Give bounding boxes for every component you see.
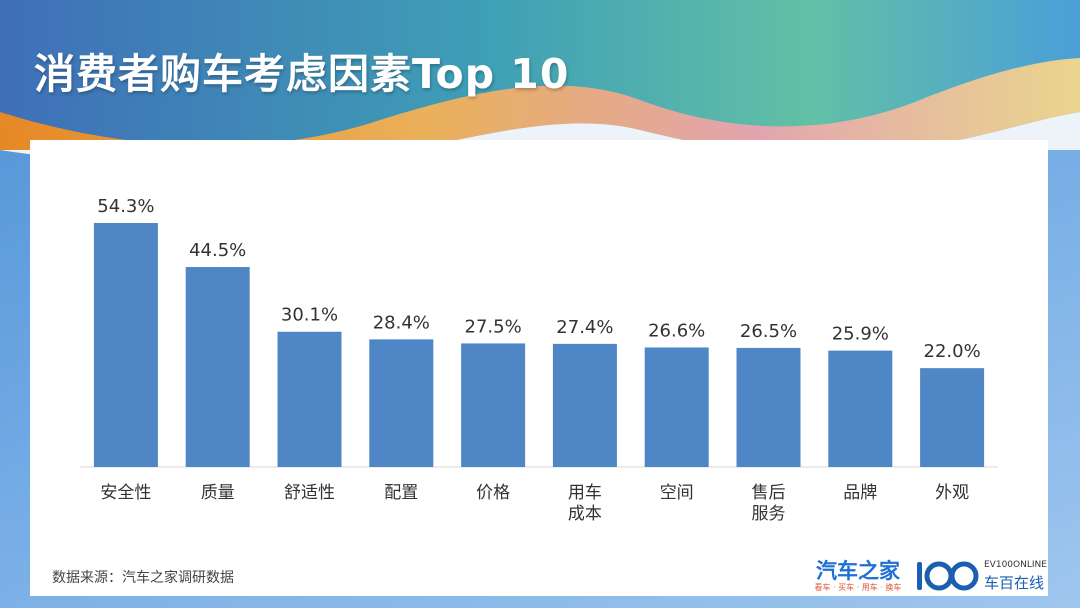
autohome-logo[interactable]: 汽车之家 看车 · 买车 · 用车 · 换车	[812, 560, 904, 594]
value-label-3: 30.1%	[281, 305, 338, 326]
value-label-4: 28.4%	[373, 312, 430, 333]
data-source-note: 数据来源：汽车之家调研数据	[52, 570, 234, 586]
category-label-1: 安全性	[100, 483, 151, 503]
bar-7	[644, 347, 709, 467]
bar-9	[828, 350, 893, 467]
value-label-9: 25.9%	[832, 324, 889, 345]
bar-4	[369, 339, 434, 467]
category-label-7: 空间	[660, 483, 694, 503]
category-label-9: 品牌	[843, 483, 877, 503]
value-label-10: 22.0%	[924, 341, 981, 362]
value-label-1: 54.3%	[97, 196, 154, 217]
bar-chart: 54.3% 安全性 44.5% 质量 30.1% 舒适性 28.4% 配置 27.5% 价格 27.…	[80, 196, 998, 524]
category-label-3: 舒适性	[284, 483, 335, 503]
ev100-mark-icon	[917, 561, 979, 591]
bar-2	[185, 267, 250, 467]
bar-3	[277, 331, 342, 467]
category-label-8: 售后服务	[752, 483, 786, 524]
value-label-6: 27.4%	[556, 317, 613, 338]
category-label-5: 价格	[476, 483, 510, 503]
autohome-logo-text: 汽车之家	[816, 559, 900, 583]
ev100-cn-text: 车百在线	[984, 574, 1045, 592]
value-label-7: 26.6%	[648, 320, 705, 341]
bar-1	[93, 223, 158, 467]
autohome-slogan: 看车 · 买车 · 用车 · 换车	[814, 583, 902, 592]
category-label-10: 外观	[935, 483, 969, 503]
value-label-8: 26.5%	[740, 321, 797, 342]
bar-5	[461, 343, 526, 467]
bar-8	[736, 347, 801, 467]
category-label-6: 用车成本	[568, 483, 602, 524]
bar-6	[552, 343, 617, 467]
ev100-logo[interactable]: EV100ONLINE 车百在线	[914, 556, 1047, 596]
value-label-2: 44.5%	[189, 240, 246, 261]
value-label-5: 27.5%	[465, 316, 522, 337]
page-title: 消费者购车考虑因素Top 10	[34, 50, 570, 98]
category-label-4: 配置	[384, 483, 418, 503]
category-label-2: 质量	[201, 483, 235, 503]
ev100-en-text: EV100ONLINE	[984, 560, 1047, 570]
bar-10	[920, 368, 985, 467]
